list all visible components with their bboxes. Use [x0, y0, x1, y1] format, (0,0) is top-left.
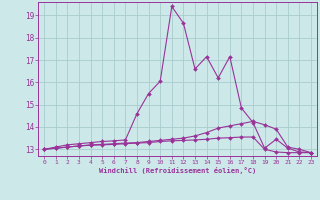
X-axis label: Windchill (Refroidissement éolien,°C): Windchill (Refroidissement éolien,°C) [99, 167, 256, 174]
